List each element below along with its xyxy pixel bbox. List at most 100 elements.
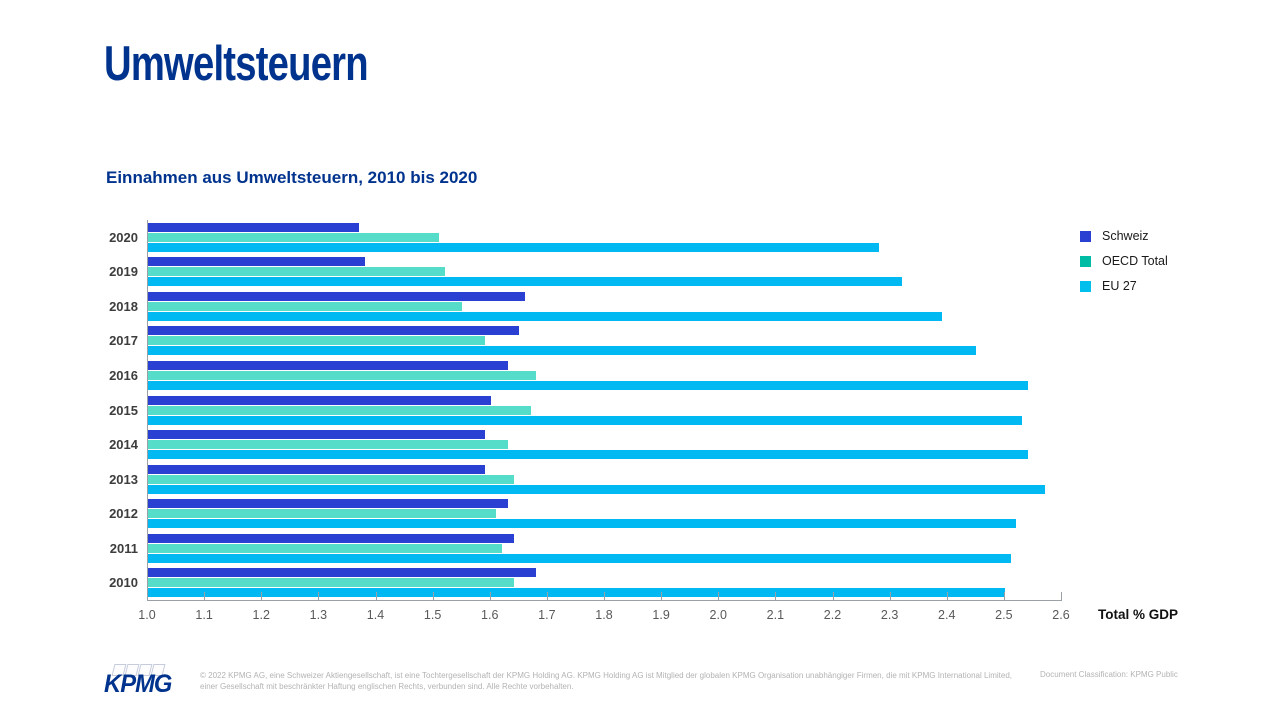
x-tick-label: 1.9 (652, 608, 670, 622)
y-axis-label: 2011 (109, 540, 138, 556)
x-axis-ticks (147, 592, 1062, 600)
bar-schweiz-2020 (148, 222, 360, 232)
x-tick (832, 592, 834, 600)
x-tick-label: 1.3 (309, 608, 328, 622)
chart-legend: Schweiz OECD Total EU 27 (1080, 229, 1168, 304)
y-axis-label: 2012 (109, 506, 138, 522)
x-tick-label: 2.2 (823, 608, 842, 622)
bar-eu-27-2016 (148, 380, 1028, 390)
bar-schweiz-2017 (148, 326, 520, 336)
x-tick (546, 592, 548, 600)
kpmg-logo: KPMG (104, 664, 174, 704)
bar-group-2020 (148, 220, 1062, 255)
bar-oecd-total-2013 (148, 474, 514, 484)
x-tick (204, 592, 206, 600)
bar-oecd-total-2017 (148, 336, 486, 346)
x-tick (318, 592, 320, 600)
bar-group-2014 (148, 427, 1062, 462)
x-tick (432, 592, 434, 600)
y-axis-label: 2015 (109, 402, 138, 418)
bar-rows (148, 220, 1062, 600)
x-axis-title: Total % GDP (1098, 607, 1179, 622)
legend-item-eu-27: EU 27 (1080, 279, 1168, 293)
y-axis-labels: 2020 2019 2018 2017 2016 2015 2014 2013 2012 2011… (88, 220, 138, 600)
x-tick (1061, 592, 1062, 600)
x-tick-label: 1.5 (423, 608, 442, 622)
bar-eu-27-2018 (148, 311, 943, 321)
legend-item-schweiz: Schweiz (1080, 229, 1168, 243)
bar-eu-27-2011 (148, 553, 1011, 563)
bar-group-2011 (148, 531, 1062, 566)
bar-schweiz-2010 (148, 568, 537, 578)
x-tick-label: 1.8 (595, 608, 613, 622)
legend-item-oecd-total: OECD Total (1080, 254, 1168, 268)
y-axis-label: 2016 (109, 367, 138, 383)
bar-schweiz-2015 (148, 395, 491, 405)
bar-eu-27-2014 (148, 450, 1028, 460)
y-axis-label: 2019 (109, 264, 138, 280)
x-tick (775, 592, 777, 600)
legend-label: EU 27 (1102, 279, 1137, 293)
bar-eu-27-2015 (148, 415, 1022, 425)
disclaimer-line-1: © 2022 KPMG AG, eine Schweizer Aktienges… (200, 671, 804, 680)
kpmg-logo-text: KPMG (104, 670, 172, 698)
x-tick-label: 1.0 (138, 608, 156, 622)
bar-group-2019 (148, 255, 1062, 290)
bar-schweiz-2016 (148, 360, 508, 370)
bar-schweiz-2018 (148, 291, 526, 301)
page-title: Umweltsteuern (104, 37, 369, 91)
bar-group-2012 (148, 496, 1062, 531)
legend-swatch-icon (1080, 230, 1091, 242)
bar-oecd-total-2020 (148, 232, 440, 242)
bar-oecd-total-2011 (148, 543, 503, 553)
y-axis-label: 2017 (109, 333, 138, 349)
legend-swatch-icon (1080, 255, 1091, 267)
x-tick-label: 2.1 (766, 608, 785, 622)
bar-chart-plot-area (147, 220, 1062, 601)
x-tick-label: 2.5 (995, 608, 1013, 622)
x-tick (1003, 592, 1005, 600)
x-tick-label: 1.1 (195, 608, 213, 622)
legend-label: OECD Total (1102, 254, 1168, 268)
x-tick-label: 1.6 (481, 608, 499, 622)
x-tick (889, 592, 891, 600)
bar-eu-27-2010 (148, 588, 1005, 598)
bar-oecd-total-2015 (148, 405, 531, 415)
x-tick-label: 2.0 (709, 608, 727, 622)
x-tick-label: 1.4 (366, 608, 385, 622)
bar-eu-27-2012 (148, 519, 1017, 529)
bar-eu-27-2013 (148, 484, 1045, 494)
bar-oecd-total-2014 (148, 440, 508, 450)
y-axis-label: 2010 (109, 575, 138, 591)
legend-swatch-icon (1080, 280, 1091, 292)
bar-group-2017 (148, 324, 1062, 359)
bar-eu-27-2019 (148, 277, 903, 287)
disclaimer-line-2: unabhängiger Firmen, die mit KPMG Intern… (200, 671, 1012, 691)
x-tick-label: 2.6 (1052, 608, 1070, 622)
bar-group-2015 (148, 393, 1062, 428)
x-tick-label: 1.2 (252, 608, 270, 622)
y-axis-label: 2014 (109, 437, 138, 453)
bar-oecd-total-2019 (148, 267, 446, 277)
bar-schweiz-2013 (148, 464, 486, 474)
y-axis-label: 2020 (109, 229, 138, 245)
bar-schweiz-2019 (148, 257, 366, 267)
bar-oecd-total-2012 (148, 509, 497, 519)
bar-schweiz-2014 (148, 430, 486, 440)
legend-label: Schweiz (1102, 229, 1149, 243)
bar-eu-27-2017 (148, 346, 977, 356)
footer-disclaimer: © 2022 KPMG AG, eine Schweizer Aktienges… (200, 670, 1012, 692)
y-axis-label: 2013 (109, 471, 138, 487)
bar-oecd-total-2010 (148, 578, 514, 588)
bar-schweiz-2011 (148, 533, 514, 543)
x-axis-tick-labels: 1.0 1.1 1.2 1.3 1.4 1.5 1.6 1.7 1.8 1.9 2.0 2.1 2.2 2… (138, 608, 1069, 624)
document-classification: Document Classification: KPMG Public (1040, 670, 1178, 679)
chart-title: Einnahmen aus Umweltsteuern, 2010 bis 20… (106, 168, 478, 187)
x-tick (946, 592, 948, 600)
bar-oecd-total-2016 (148, 370, 537, 380)
bar-group-2016 (148, 358, 1062, 393)
bar-eu-27-2020 (148, 242, 880, 252)
bar-schweiz-2012 (148, 499, 508, 509)
bar-group-2013 (148, 462, 1062, 497)
bar-oecd-total-2018 (148, 301, 463, 311)
